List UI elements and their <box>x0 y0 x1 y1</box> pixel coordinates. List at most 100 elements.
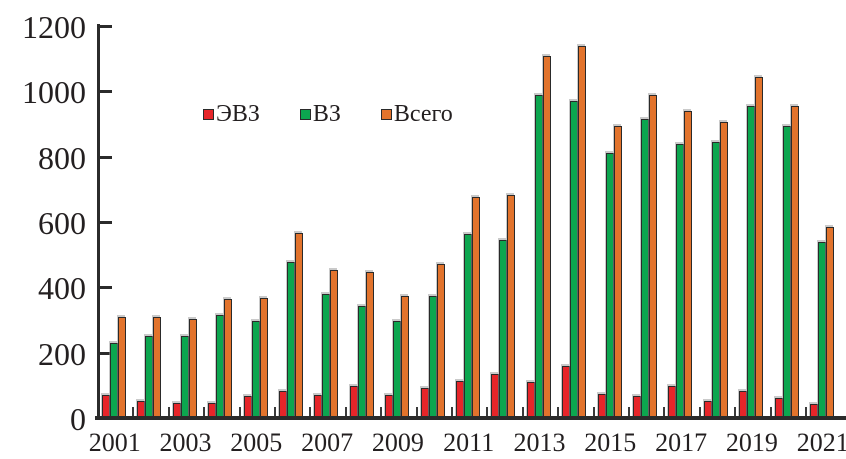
bar-vz-2005 <box>251 321 260 418</box>
bar-vsego-2014 <box>578 46 587 418</box>
x-boundary-tick <box>274 407 276 416</box>
bar-evz-2020 <box>774 398 783 418</box>
bar-vsego-2019 <box>755 77 764 418</box>
bar-vsego-2018 <box>719 122 728 418</box>
bar-vsego-2004 <box>224 299 233 418</box>
legend-label-evz: ЭВЗ <box>216 101 260 127</box>
bar-vsego-2001 <box>118 317 126 418</box>
bar-vsego-2020 <box>790 106 799 418</box>
bar-vsego-2010 <box>436 264 445 418</box>
y-tick <box>99 221 112 224</box>
x-boundary-tick <box>486 407 489 416</box>
x-tick-label: 2005 <box>230 428 283 457</box>
bar-vsego-2009 <box>401 296 410 418</box>
bar-vz-2021 <box>818 242 826 418</box>
legend-item-vz: ВЗ <box>299 101 341 127</box>
bar-vz-2015 <box>605 153 614 418</box>
x-tick-label: 2013 <box>513 428 566 457</box>
x-tick-label: 2011 <box>443 428 495 457</box>
bar-evz-2011 <box>456 381 464 418</box>
bar-vz-2018 <box>711 142 720 418</box>
y-tick-label: 800 <box>38 139 86 176</box>
x-boundary-tick <box>734 407 737 416</box>
bar-vsego-2007 <box>330 270 339 418</box>
x-tick-label: 2017 <box>655 428 708 457</box>
x-boundary-tick <box>238 407 241 416</box>
bar-evz-2005 <box>243 396 252 418</box>
y-tick-label: 400 <box>38 270 86 307</box>
legend-swatch-vz-icon <box>299 108 311 120</box>
y-tick <box>99 155 112 159</box>
bar-evz-2008 <box>349 386 358 418</box>
bar-vsego-2021 <box>826 227 834 418</box>
y-tick-label: 1000 <box>22 74 86 111</box>
legend-item-evz: ЭВЗ <box>203 102 260 126</box>
x-tick-label: 2007 <box>301 428 354 457</box>
bar-evz-2014 <box>562 366 571 418</box>
y-tick <box>99 90 112 94</box>
x-tick-label: 2003 <box>159 428 212 457</box>
bar-vsego-2013 <box>542 56 551 418</box>
legend-item-vsego: Всего <box>380 102 453 126</box>
bar-evz-2017 <box>668 386 677 418</box>
x-boundary-tick <box>521 407 524 416</box>
bar-evz-2013 <box>526 382 535 418</box>
x-boundary-tick <box>415 407 418 416</box>
bar-evz-2012 <box>491 374 500 418</box>
x-tick-label: 2015 <box>584 428 637 457</box>
y-tick-label: 1200 <box>22 9 86 46</box>
y-tick-label: 600 <box>38 205 86 241</box>
x-boundary-tick <box>628 407 630 416</box>
bar-vz-2008 <box>357 306 366 418</box>
bar-vz-2007 <box>322 294 331 418</box>
y-axis-line <box>97 24 100 420</box>
bar-vz-2004 <box>216 315 225 418</box>
y-tick <box>99 351 112 355</box>
bar-vz-2010 <box>428 296 437 418</box>
x-tick-label: 2019 <box>725 428 778 457</box>
bar-evz-2009 <box>385 395 394 418</box>
x-boundary-tick <box>309 407 312 416</box>
x-tick-label: 2001 <box>88 428 141 457</box>
x-boundary-tick <box>805 407 807 416</box>
legend-swatch-evz-icon <box>203 108 214 120</box>
bar-vz-2001 <box>110 343 118 418</box>
bar-evz-2001 <box>102 395 110 418</box>
x-boundary-tick <box>663 407 666 416</box>
bar-evz-2007 <box>314 395 323 418</box>
x-boundary-tick <box>769 407 772 416</box>
bar-vz-2019 <box>747 106 756 418</box>
bar-vsego-2006 <box>295 233 303 418</box>
bar-vsego-2008 <box>365 272 374 418</box>
bar-vsego-2011 <box>472 197 480 418</box>
x-boundary-tick <box>698 407 701 416</box>
legend-label-vz: ВЗ <box>312 101 341 127</box>
bar-vz-2017 <box>676 144 685 418</box>
x-boundary-tick <box>203 407 206 416</box>
bar-vsego-2015 <box>613 126 622 418</box>
bar-evz-2019 <box>739 391 748 418</box>
x-boundary-tick <box>344 407 347 416</box>
bar-evz-2015 <box>597 394 606 418</box>
y-tick-label: 0 <box>70 401 86 437</box>
bar-vz-2020 <box>782 126 791 418</box>
x-boundary-tick <box>451 407 453 416</box>
bar-vz-2013 <box>534 95 543 418</box>
x-axis-line <box>95 416 846 420</box>
x-boundary-tick <box>557 407 560 416</box>
bar-evz-2010 <box>420 388 429 418</box>
x-boundary-tick <box>380 407 383 416</box>
y-tick-label: 200 <box>38 335 86 372</box>
chart-legend: ЭВЗ ВЗ Всего <box>203 102 453 126</box>
bar-vz-2006 <box>287 262 295 418</box>
bar-vz-2009 <box>393 321 402 418</box>
bar-vsego-2002 <box>153 317 162 418</box>
y-tick <box>99 25 112 29</box>
y-tick <box>99 286 112 290</box>
bar-vz-2002 <box>145 336 154 418</box>
bar-vsego-2005 <box>259 298 268 418</box>
bar-vz-2011 <box>464 234 472 418</box>
legend-swatch-vsego-icon <box>380 108 392 120</box>
bar-vsego-2003 <box>188 319 197 418</box>
